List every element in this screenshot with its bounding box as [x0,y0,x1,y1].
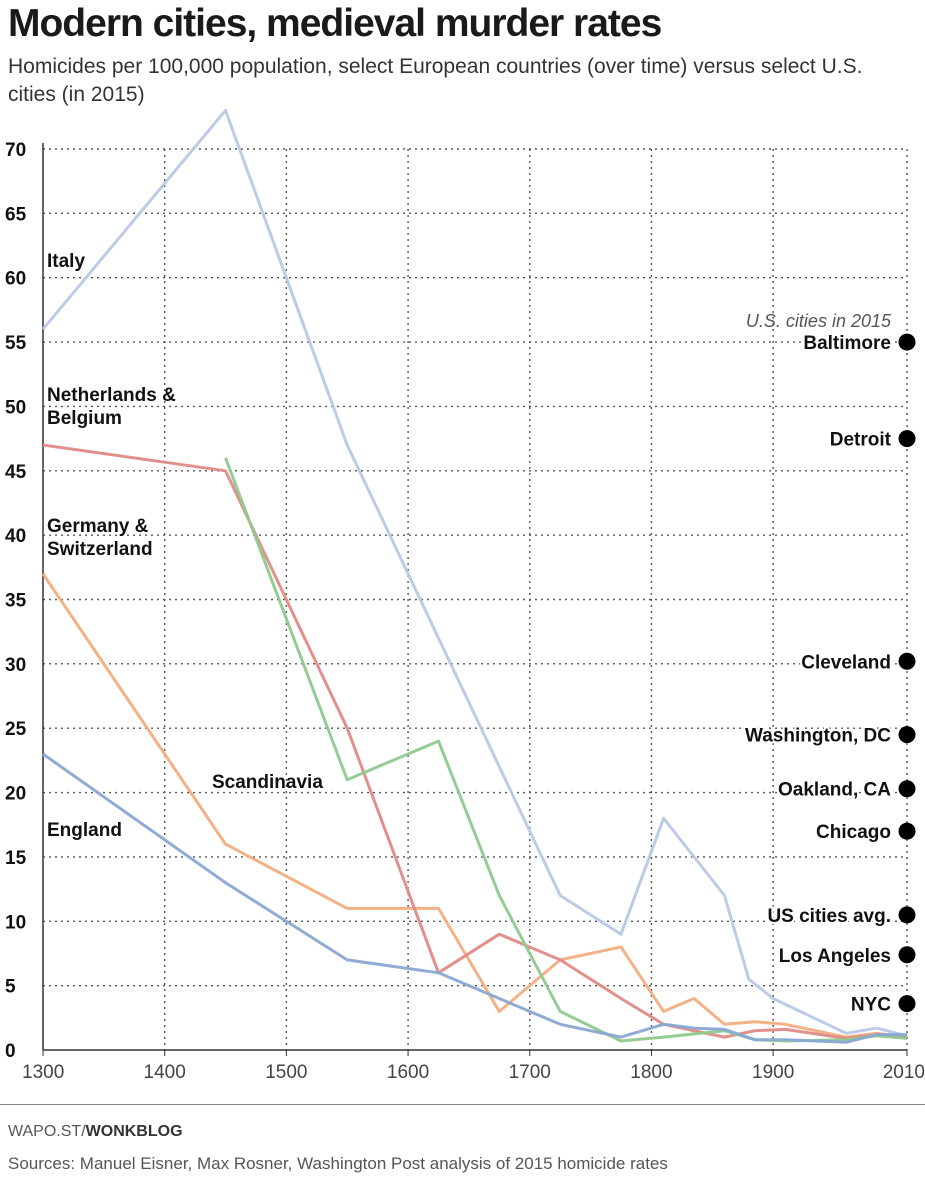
y-tick-label: 0 [5,1041,16,1062]
chart-subtitle: Homicides per 100,000 population, select… [8,55,863,106]
y-tick-label: 40 [5,526,26,547]
y-tick-label: 5 [5,977,16,998]
city-dot-detroit [898,430,916,448]
city-label-baltimore: Baltimore [803,333,891,354]
y-tick-label: 55 [5,333,27,354]
city-dot-us-cities-avg [898,906,916,924]
y-tick-label: 60 [5,269,26,290]
city-dot-washington-dc [898,726,916,744]
y-tick-label: 10 [5,912,26,933]
y-axis-tick-labels: 0 5 10 15 20 25 30 35 40 45 50 55 60 65 70 [5,140,27,1062]
city-label-nyc: NYC [851,995,891,1016]
city-dot-chicago [898,822,916,840]
series-line-netherlands-belgium [42,443,908,1040]
x-tick-label: 1600 [387,1062,429,1083]
city-label-washington-dc: Washington, DC [745,726,891,747]
x-tick-label: 1800 [630,1062,672,1083]
city-label-oakland-ca: Oakland, CA [778,780,891,801]
city-dot-los-angeles [898,946,916,964]
x-tick-label: 1700 [509,1062,551,1083]
city-label-us-cities-avg: US cities avg. [767,906,891,927]
footer-divider [0,1104,925,1105]
y-tick-label: 25 [5,719,27,740]
series-line-scandinavia [224,457,908,1043]
city-label-cleveland: Cleveland [801,652,891,673]
x-axis-tick-labels: 1300 1400 1500 1600 1700 1800 1900 2010 [22,1062,925,1083]
x-tick-label: 1400 [144,1062,186,1083]
city-label-chicago: Chicago [816,822,891,843]
series-labels: Italy Netherlands & Belgium Germany & Switze… [47,251,323,841]
series-label-italy: Italy [47,251,85,272]
y-tick-label: 35 [5,591,27,612]
x-tick-label: 1900 [752,1062,794,1083]
x-tick-label: 1300 [22,1062,64,1083]
y-tick-label: 50 [5,397,26,418]
footer-credit: WAPO.ST/WONKBLOG [8,1123,183,1140]
homicide-line-chart: 0 5 10 15 20 25 30 35 40 45 50 55 60 65 70 1300 1400 150… [5,108,925,1083]
series-line-england [42,752,907,1044]
y-tick-label: 30 [5,655,26,676]
us-cities-header: U.S. cities in 2015 [746,311,892,331]
y-tick-label: 20 [5,784,26,805]
city-dot-oakland-ca [898,780,916,798]
footer-source: Sources: Manuel Eisner, Max Rosner, Wash… [8,1154,668,1173]
series-label-netherlands-belgium: Netherlands & Belgium [47,385,176,429]
series-lines [41,108,908,1044]
city-dot-nyc [898,995,916,1013]
city-dot-cleveland [898,652,916,670]
x-tick-label: 1500 [265,1062,307,1083]
city-dot-baltimore [898,333,916,351]
series-label-scandinavia: Scandinavia [212,772,323,793]
series-label-germany-switzerland: Germany & Switzerland [47,516,153,560]
y-tick-label: 65 [5,204,27,225]
y-tick-label: 45 [5,462,27,483]
city-label-los-angeles: Los Angeles [779,946,891,967]
series-label-england: England [47,820,122,841]
series-line-germany-switzerland [41,572,908,1039]
y-tick-label: 70 [5,140,26,161]
chart-grid [42,143,908,1056]
x-tick-label: 2010 [883,1062,925,1083]
series-line-italy [41,108,908,1038]
y-tick-label: 15 [5,848,27,869]
credit-bold: WONKBLOG [85,1123,183,1140]
city-label-detroit: Detroit [830,430,892,451]
chart-title: Modern cities, medieval murder rates [8,2,662,45]
